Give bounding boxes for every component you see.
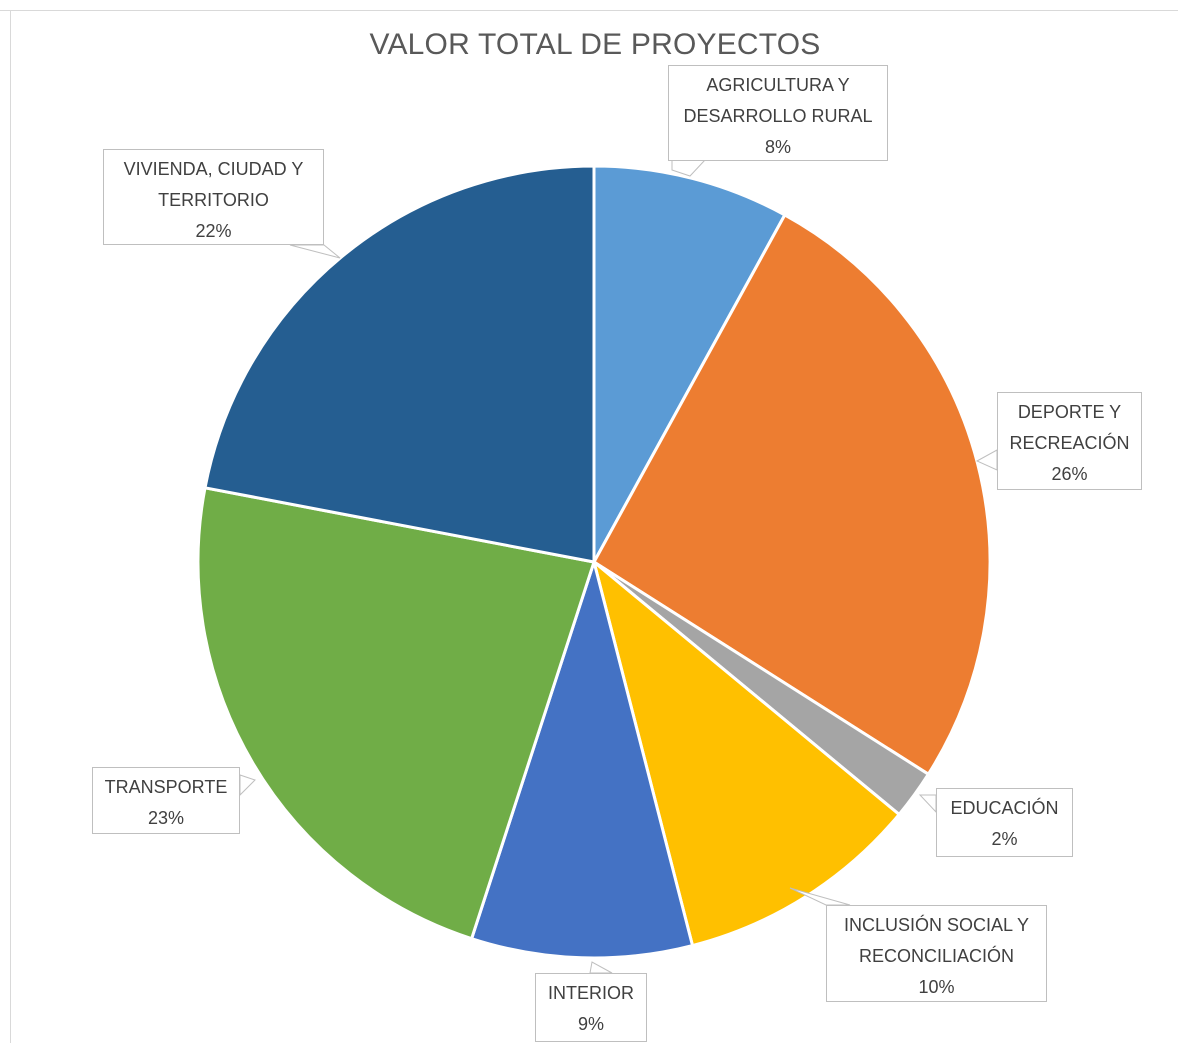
callout-pointer-1 (975, 449, 998, 471)
data-label-name-line: RECONCILIACIÓN (858, 946, 1015, 966)
pie-slice-1 (592, 213, 992, 776)
data-label-name-line: INCLUSIÓN SOCIAL Y (843, 915, 1030, 935)
data-label-name-line: TRANSPORTE (104, 777, 228, 797)
callout-pointer-2 (918, 794, 937, 814)
data-label-value: 9% (577, 1014, 604, 1034)
data-label-value: 26% (1051, 464, 1088, 484)
chart-title: VALOR TOTAL DE PROYECTOS (369, 28, 821, 61)
chart-frame-left (10, 10, 11, 1043)
data-label-vivienda: VIVIENDA, CIUDAD Y TERRITORIO 22% (103, 149, 324, 245)
pie-slice-0 (592, 164, 787, 564)
data-label-transporte: TRANSPORTE 23% (92, 767, 240, 834)
data-label-name-line: DESARROLLO RURAL (683, 106, 873, 126)
data-label-name-line: AGRICULTURA Y (706, 75, 850, 95)
data-label-interior: INTERIOR 9% (535, 973, 647, 1042)
data-label-value: 22% (195, 221, 232, 241)
data-label-deporte: DEPORTE Y RECREACIÓN 26% (997, 392, 1142, 490)
pie-slice-4 (470, 560, 694, 960)
callout-pointer-4 (589, 961, 613, 974)
data-label-agricultura: AGRICULTURA Y DESARROLLO RURAL 8% (668, 65, 888, 161)
data-label-name-line: INTERIOR (547, 983, 634, 1003)
data-label-educacion: EDUCACIÓN 2% (936, 788, 1073, 857)
leader-lines (239, 159, 998, 974)
data-label-value: 2% (991, 829, 1018, 849)
callout-pointer-5 (239, 774, 256, 797)
data-label-value: 23% (147, 808, 185, 828)
callout-pointer-6 (289, 244, 341, 259)
pie-slice-6 (203, 164, 596, 564)
data-label-name-line: RECREACIÓN (1009, 433, 1130, 453)
pie-slice-3 (592, 560, 901, 948)
data-label-name-line: VIVIENDA, CIUDAD Y (123, 159, 304, 179)
data-label-inclusion: INCLUSIÓN SOCIAL Y RECONCILIACIÓN 10% (826, 905, 1047, 1002)
data-label-name-line: DEPORTE Y (1017, 402, 1122, 422)
data-label-value: 10% (918, 977, 955, 997)
pie-slices (196, 164, 992, 960)
data-label-value: 8% (764, 137, 791, 157)
data-label-name-line: EDUCACIÓN (950, 798, 1059, 818)
data-label-name-line: TERRITORIO (158, 190, 269, 210)
chart-frame-top (0, 0, 1178, 11)
pie-slice-5 (196, 486, 596, 941)
